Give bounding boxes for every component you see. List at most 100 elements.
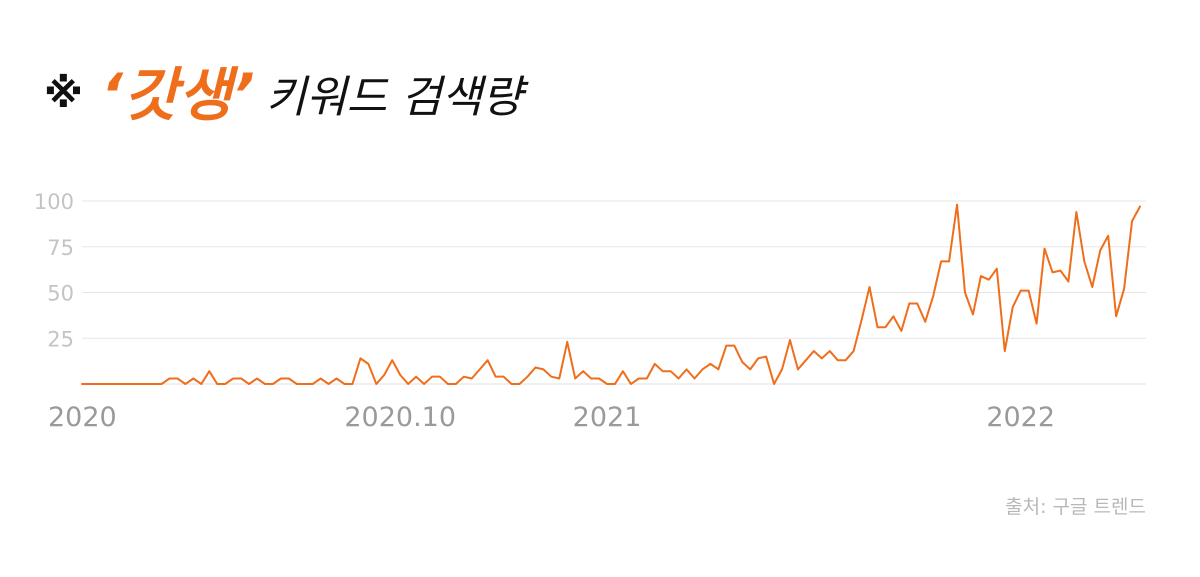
reference-mark-icon: ※ xyxy=(44,71,83,117)
data-point xyxy=(176,378,178,380)
data-point xyxy=(996,268,998,270)
data-point xyxy=(439,376,441,378)
data-point xyxy=(1099,249,1101,251)
title-keyword: ‘갓생’ xyxy=(100,61,256,129)
x-tick-label: 2020.10 xyxy=(344,402,456,433)
data-point xyxy=(908,302,910,304)
data-point xyxy=(447,383,449,385)
data-point xyxy=(813,350,815,352)
data-point xyxy=(184,383,186,385)
data-point xyxy=(805,359,807,361)
data-point xyxy=(423,383,425,385)
y-tick-label: 50 xyxy=(47,282,74,306)
data-point xyxy=(869,286,871,288)
data-point xyxy=(200,383,202,385)
data-point xyxy=(932,295,934,297)
data-point xyxy=(121,383,123,385)
data-point xyxy=(733,345,735,347)
data-point xyxy=(137,383,139,385)
data-point xyxy=(598,378,600,380)
data-point xyxy=(105,383,107,385)
grid-lines xyxy=(82,200,1146,385)
data-point xyxy=(487,359,489,361)
data-point xyxy=(161,383,163,385)
source-note: 출처: 구글 트렌드 xyxy=(1005,496,1146,518)
data-point xyxy=(1083,260,1085,262)
data-point xyxy=(1036,323,1038,325)
data-point xyxy=(861,319,863,321)
data-point xyxy=(686,368,688,370)
data-point xyxy=(153,383,155,385)
data-point xyxy=(853,350,855,352)
data-point xyxy=(328,383,330,385)
data-point xyxy=(884,326,886,328)
data-point xyxy=(336,378,338,380)
y-tick-label: 75 xyxy=(47,236,74,260)
y-tick-label: 100 xyxy=(34,190,74,214)
data-point xyxy=(558,378,560,380)
data-point xyxy=(1139,205,1141,207)
data-point xyxy=(582,370,584,372)
data-point xyxy=(129,383,131,385)
data-point xyxy=(845,359,847,361)
data-point xyxy=(654,363,656,365)
data-point xyxy=(216,383,218,385)
data-point xyxy=(1115,315,1117,317)
x-tick-label: 2021 xyxy=(573,402,642,433)
data-point xyxy=(630,383,632,385)
series-line xyxy=(81,203,1141,385)
x-tick-label: 2020 xyxy=(48,402,117,433)
data-point xyxy=(415,376,417,378)
data-point xyxy=(296,383,298,385)
data-point xyxy=(312,383,314,385)
data-point xyxy=(367,363,369,365)
x-axis-ticks: 2020 2020.10 2021 2022 xyxy=(48,402,1055,433)
data-point xyxy=(1091,286,1093,288)
data-point xyxy=(725,345,727,347)
data-point xyxy=(519,383,521,385)
data-point xyxy=(232,378,234,380)
data-point xyxy=(391,359,393,361)
data-point xyxy=(749,368,751,370)
data-point xyxy=(511,383,513,385)
data-point xyxy=(606,383,608,385)
data-point xyxy=(956,204,958,206)
data-point xyxy=(240,378,242,380)
data-point xyxy=(988,279,990,281)
data-point xyxy=(503,376,505,378)
data-point xyxy=(344,383,346,385)
data-point xyxy=(1107,235,1109,237)
data-point xyxy=(288,378,290,380)
data-point xyxy=(964,292,966,294)
data-point xyxy=(709,363,711,365)
data-point xyxy=(550,376,552,378)
data-point xyxy=(1059,270,1061,272)
data-point xyxy=(1044,248,1046,250)
data-point xyxy=(526,376,528,378)
data-point xyxy=(590,378,592,380)
data-point xyxy=(1028,290,1030,292)
title-text: 키워드 검색량 xyxy=(265,72,523,123)
data-point xyxy=(145,383,147,385)
data-point xyxy=(924,321,926,323)
data-point xyxy=(455,383,457,385)
data-point xyxy=(1052,271,1054,273)
data-point xyxy=(479,368,481,370)
x-tick-label: 2022 xyxy=(986,402,1055,433)
data-point xyxy=(916,302,918,304)
data-point xyxy=(980,275,982,277)
chart-title: ※ ‘갓생’ 키워드 검색량 xyxy=(44,66,523,124)
data-point xyxy=(789,339,791,341)
data-point xyxy=(948,260,950,262)
data-point xyxy=(534,367,536,369)
data-point xyxy=(1020,290,1022,292)
data-point xyxy=(81,383,83,385)
data-point xyxy=(574,378,576,380)
data-point xyxy=(248,383,250,385)
data-point xyxy=(972,313,974,315)
data-point xyxy=(566,341,568,343)
data-point xyxy=(1004,350,1006,352)
data-point xyxy=(208,370,210,372)
data-point xyxy=(224,383,226,385)
